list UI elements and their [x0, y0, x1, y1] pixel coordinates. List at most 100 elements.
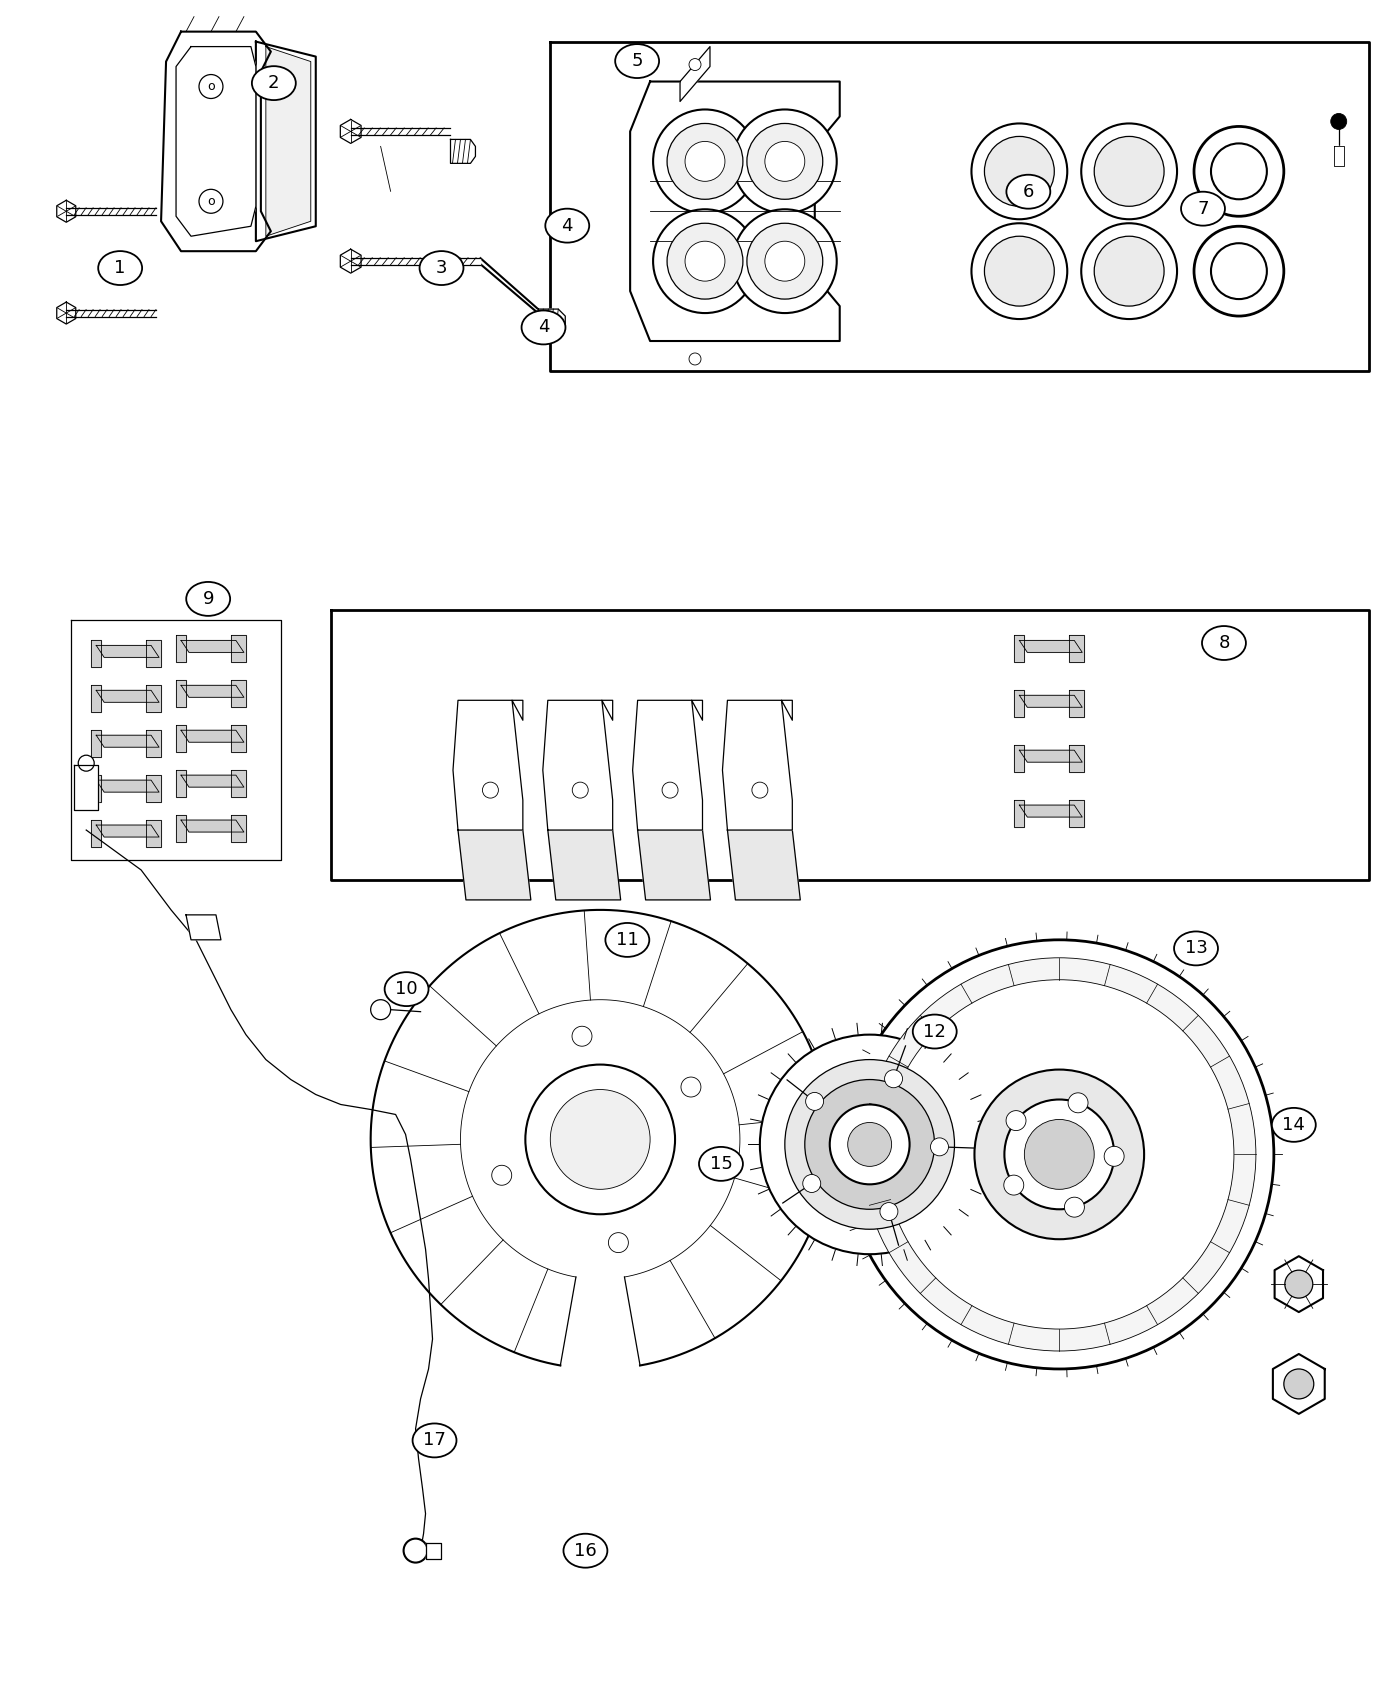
- Ellipse shape: [413, 1423, 456, 1457]
- Polygon shape: [1019, 641, 1082, 653]
- Circle shape: [403, 1538, 427, 1562]
- Polygon shape: [66, 207, 155, 214]
- Circle shape: [1331, 114, 1347, 129]
- Text: 2: 2: [267, 75, 280, 92]
- Circle shape: [1081, 124, 1177, 219]
- Ellipse shape: [1175, 932, 1218, 966]
- Text: 7: 7: [1197, 199, 1208, 218]
- Polygon shape: [1019, 806, 1082, 818]
- Polygon shape: [1273, 1353, 1324, 1414]
- Polygon shape: [426, 1542, 441, 1559]
- Circle shape: [1194, 226, 1284, 316]
- Polygon shape: [1070, 636, 1084, 663]
- Polygon shape: [146, 775, 161, 802]
- Text: 11: 11: [616, 932, 638, 949]
- Polygon shape: [57, 303, 76, 325]
- Circle shape: [974, 1069, 1144, 1239]
- Ellipse shape: [699, 1148, 743, 1181]
- Text: 5: 5: [631, 53, 643, 70]
- Circle shape: [1211, 143, 1267, 199]
- Polygon shape: [91, 685, 101, 712]
- Circle shape: [550, 1090, 650, 1190]
- Circle shape: [1194, 126, 1284, 216]
- Ellipse shape: [252, 66, 295, 100]
- Polygon shape: [1015, 745, 1025, 772]
- Circle shape: [1025, 1120, 1095, 1190]
- Text: 14: 14: [1282, 1115, 1305, 1134]
- Polygon shape: [543, 700, 613, 830]
- Polygon shape: [458, 830, 531, 899]
- Circle shape: [1095, 236, 1163, 306]
- Polygon shape: [330, 610, 1369, 881]
- Ellipse shape: [420, 252, 463, 286]
- Polygon shape: [722, 700, 792, 830]
- Circle shape: [652, 209, 757, 313]
- Polygon shape: [91, 731, 101, 756]
- Circle shape: [785, 1059, 955, 1229]
- Ellipse shape: [522, 311, 566, 345]
- Circle shape: [371, 1000, 391, 1020]
- Polygon shape: [1070, 745, 1084, 772]
- Ellipse shape: [1007, 175, 1050, 209]
- Polygon shape: [231, 680, 246, 707]
- Circle shape: [685, 241, 725, 280]
- Polygon shape: [728, 830, 801, 899]
- Text: 10: 10: [395, 981, 417, 998]
- Circle shape: [862, 957, 1256, 1352]
- Polygon shape: [231, 726, 246, 751]
- Circle shape: [734, 209, 837, 313]
- Circle shape: [848, 1122, 892, 1166]
- Text: 4: 4: [538, 318, 549, 337]
- Polygon shape: [181, 641, 244, 653]
- Circle shape: [764, 141, 805, 182]
- Circle shape: [1004, 1100, 1114, 1209]
- Ellipse shape: [186, 581, 230, 615]
- Polygon shape: [176, 814, 186, 842]
- Circle shape: [1105, 1146, 1124, 1166]
- Circle shape: [734, 109, 837, 212]
- Circle shape: [748, 124, 823, 199]
- Circle shape: [748, 223, 823, 299]
- Polygon shape: [181, 819, 244, 831]
- Polygon shape: [266, 46, 311, 236]
- Polygon shape: [176, 636, 186, 663]
- Circle shape: [830, 1105, 910, 1185]
- Ellipse shape: [913, 1015, 956, 1049]
- Circle shape: [885, 1069, 903, 1088]
- Ellipse shape: [385, 972, 428, 1006]
- Polygon shape: [71, 620, 281, 860]
- Text: 9: 9: [203, 590, 214, 609]
- Polygon shape: [91, 775, 101, 802]
- Circle shape: [666, 124, 743, 199]
- Circle shape: [802, 1175, 820, 1192]
- Text: 12: 12: [923, 1022, 946, 1040]
- Polygon shape: [340, 119, 361, 143]
- Polygon shape: [91, 641, 101, 668]
- Polygon shape: [57, 201, 76, 223]
- Polygon shape: [539, 309, 566, 333]
- Polygon shape: [231, 770, 246, 797]
- Polygon shape: [256, 41, 316, 241]
- Circle shape: [1095, 136, 1163, 206]
- Text: 16: 16: [574, 1542, 596, 1559]
- Polygon shape: [633, 700, 703, 830]
- Circle shape: [652, 109, 757, 212]
- Polygon shape: [630, 82, 840, 342]
- Polygon shape: [181, 731, 244, 743]
- Circle shape: [1285, 1270, 1313, 1299]
- Circle shape: [199, 189, 223, 212]
- Polygon shape: [350, 258, 480, 265]
- Circle shape: [525, 1064, 675, 1214]
- Text: o: o: [207, 80, 214, 94]
- Polygon shape: [1334, 146, 1344, 167]
- Polygon shape: [454, 700, 522, 830]
- Text: 3: 3: [435, 258, 447, 277]
- Circle shape: [984, 236, 1054, 306]
- Circle shape: [573, 1027, 592, 1046]
- Ellipse shape: [615, 44, 659, 78]
- Circle shape: [685, 141, 725, 182]
- Polygon shape: [186, 915, 221, 940]
- Polygon shape: [97, 646, 160, 658]
- Polygon shape: [231, 814, 246, 842]
- Text: 8: 8: [1218, 634, 1229, 653]
